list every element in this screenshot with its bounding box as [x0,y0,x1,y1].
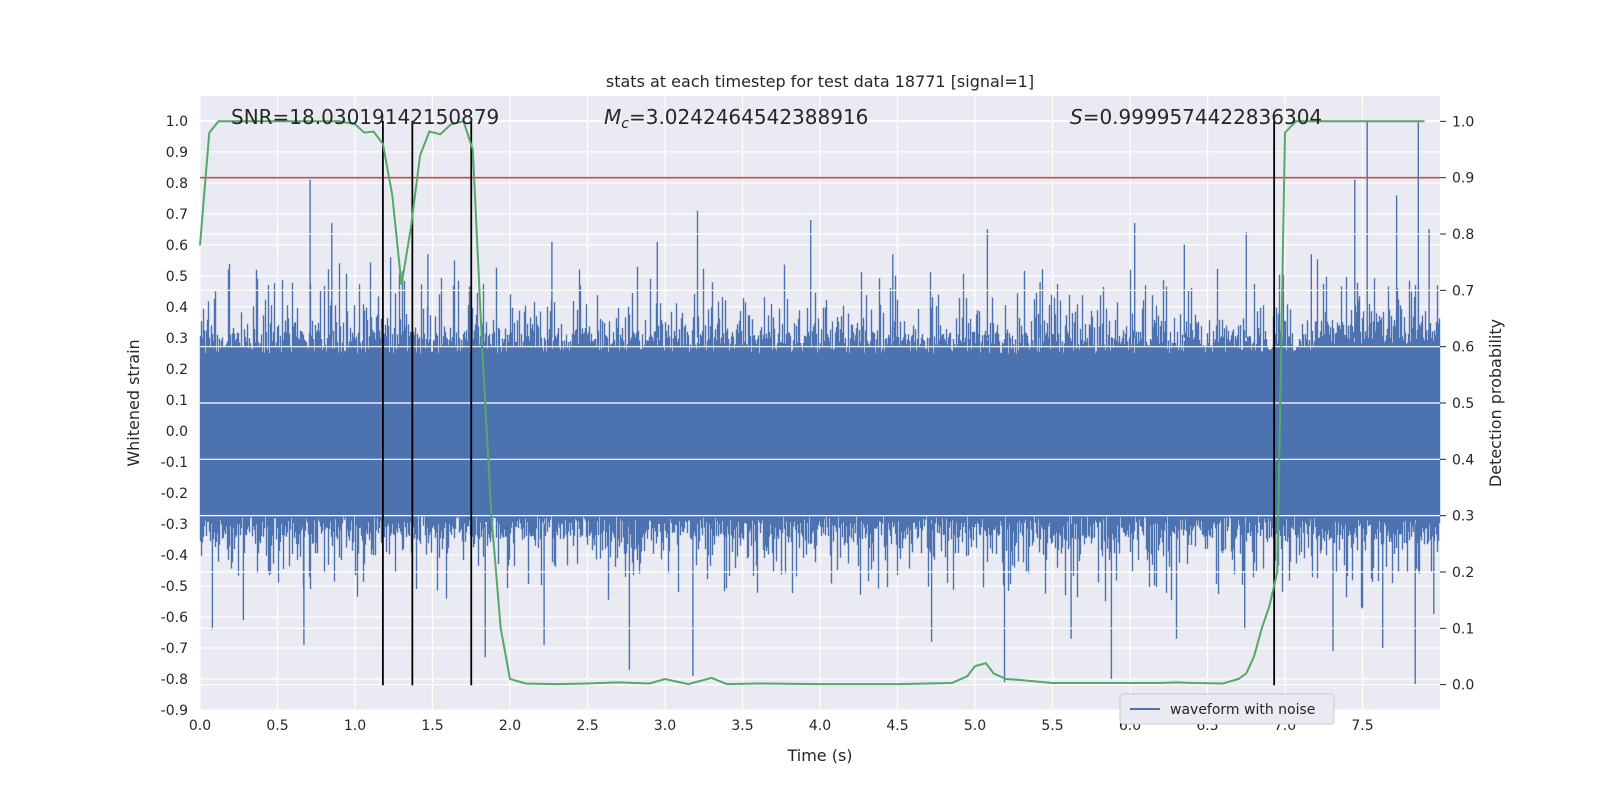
x-tick-label: 0.5 [266,718,288,734]
s-annotation: S=0.9999574422836304 [1070,105,1322,129]
y2-gridlines [200,120,1440,686]
x-tick-label: 3.0 [654,718,676,734]
y2-tick-label: 1.0 [1452,114,1474,130]
y-tick-label: -0.2 [161,486,188,502]
y-tick-label: 0.6 [166,238,188,254]
x-tick-label: 1.0 [344,718,366,734]
x-tick-label: 5.5 [1041,718,1063,734]
y2-tick-labels: 0.0 0.1 0.2 0.3 0.4 0.5 0.6 0.7 0.8 0.9 1.0 [1440,114,1474,694]
y2-axis-label: Detection probability [1486,319,1505,487]
y-tick-label: -0.1 [161,455,188,471]
x-tick-label: 0.0 [189,718,211,734]
x-tick-label: 1.5 [421,718,443,734]
x-tick-label: 2.5 [576,718,598,734]
mc-annotation-text: =3.0242464542388916 [629,105,868,129]
y-tick-label: 0.0 [166,424,188,440]
snr-annotation-text: SNR=18.03019142150879 [231,105,499,129]
x-tick-label: 2.0 [499,718,521,734]
mc-symbol: M [604,105,621,129]
y-tick-label: 0.9 [166,145,188,161]
s-symbol: S [1070,105,1083,129]
waveform-series [199,120,1441,686]
y-tick-label: -0.5 [161,579,188,595]
waveform-noise-band [199,120,1441,686]
y-tick-label: 0.3 [166,331,188,347]
y-tick-label: -0.4 [161,548,188,564]
x-axis-label: Time (s) [786,746,852,765]
y2-tick-label: 0.3 [1452,509,1474,525]
x-tick-label: 5.0 [964,718,986,734]
y-tick-label: -0.9 [161,703,188,719]
y2-tick-label: 0.9 [1452,171,1474,187]
detection-probability-line [199,120,1425,686]
y2-tick-label: 0.6 [1452,340,1474,356]
probability-series [199,120,1425,686]
legend: waveform with noise [1119,693,1335,725]
x-tick-label: 3.5 [731,718,753,734]
y-tick-label: 0.8 [166,176,188,192]
snr-annotation: SNR=18.03019142150879 [231,105,499,129]
y-axis-label: Whitened strain [124,339,143,466]
x-tick-label: 4.0 [809,718,831,734]
y-tick-label: 0.7 [166,207,188,223]
x-tick-label: 4.5 [886,718,908,734]
y2-tick-label: 0.0 [1452,678,1474,694]
mc-annotation: Mc=3.0242464542388916 [604,105,868,132]
legend-box [1119,693,1335,725]
y-tick-label: -0.7 [161,641,188,657]
legend-label-waveform: waveform with noise [1170,702,1315,718]
y2-tick-label: 0.4 [1452,452,1474,468]
y-tick-label: 0.1 [166,393,188,409]
y2-tick-label: 0.5 [1452,396,1474,412]
s-annotation-text: =0.9999574422836304 [1083,105,1322,129]
y-tick-label: -0.3 [161,517,188,533]
y-tick-labels: -0.9 -0.8 -0.7 -0.6 -0.5 -0.4 -0.3 -0.2 -0.1 0.0 0… [161,114,188,719]
x-tick-label: 7.5 [1351,718,1373,734]
overlay-lines [200,120,1440,686]
y-tick-label: -0.6 [161,610,188,626]
mc-subscript: c [621,116,629,132]
y-tick-label: 0.4 [166,300,188,316]
y-tick-label: 0.2 [166,362,188,378]
y2-tick-label: 0.8 [1452,227,1474,243]
y-tick-label: -0.8 [161,672,188,688]
y-tick-label: 1.0 [166,114,188,130]
y-tick-label: 0.5 [166,269,188,285]
y2-tick-label: 0.1 [1452,621,1474,637]
chart-title: stats at each timestep for test data 187… [606,72,1034,91]
y2-tick-label: 0.7 [1452,283,1474,299]
y2-tick-label: 0.2 [1452,565,1474,581]
